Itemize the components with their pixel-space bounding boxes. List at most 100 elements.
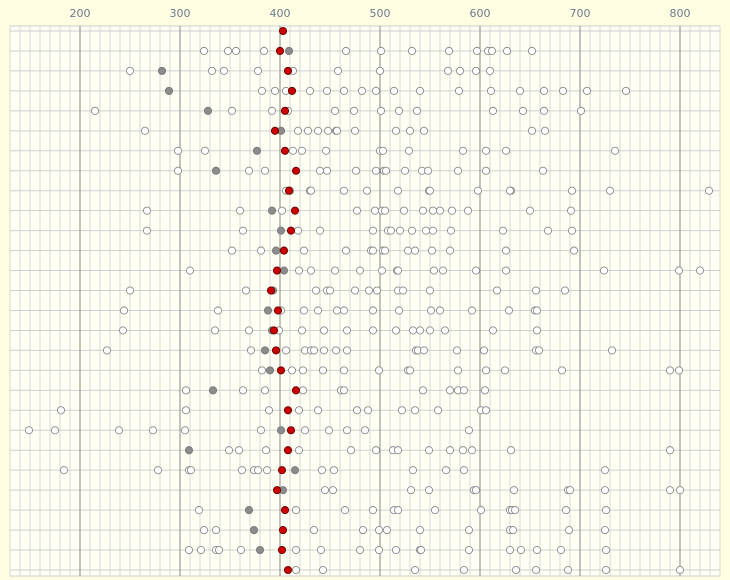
dot: [458, 446, 468, 455]
dot: [279, 266, 289, 275]
dot: [252, 146, 262, 155]
dot: [244, 166, 254, 175]
dot: [283, 66, 293, 75]
dot: [404, 146, 414, 155]
dot: [306, 186, 316, 195]
dot: [471, 266, 481, 275]
dot: [566, 206, 576, 215]
dot: [140, 126, 150, 135]
dot: [480, 386, 490, 395]
dot: [363, 406, 373, 415]
dot: [328, 486, 338, 495]
dot: [381, 166, 391, 175]
dot: [405, 126, 415, 135]
dot: [255, 545, 265, 555]
dot: [543, 226, 553, 235]
dot: [339, 386, 349, 395]
dot: [378, 146, 388, 155]
dot: [435, 306, 445, 315]
dot: [481, 166, 491, 175]
dot: [311, 286, 321, 295]
dot: [433, 406, 443, 415]
dot: [275, 46, 285, 56]
dot: [510, 506, 520, 515]
dot: [380, 206, 390, 215]
dot: [407, 46, 417, 56]
dot: [236, 545, 246, 555]
dot: [410, 246, 420, 255]
dot: [235, 206, 245, 215]
dot: [339, 86, 349, 95]
dot: [445, 246, 455, 255]
dot: [446, 226, 456, 235]
dot: [277, 206, 287, 215]
dot: [277, 545, 287, 555]
dot: [318, 565, 328, 575]
dot: [291, 565, 301, 575]
dot: [665, 446, 675, 455]
dot: [330, 106, 340, 115]
dot: [426, 306, 436, 315]
dot: [50, 426, 60, 435]
dot: [400, 166, 410, 175]
dot: [415, 526, 425, 535]
dot: [306, 266, 316, 275]
dot: [288, 146, 298, 155]
dot: [532, 545, 542, 555]
dot: [374, 526, 384, 535]
dot: [428, 206, 438, 215]
dot: [234, 446, 244, 455]
dot: [267, 106, 277, 115]
dot: [364, 286, 374, 295]
dot: [249, 526, 259, 535]
dot: [265, 366, 275, 375]
dot: [531, 286, 541, 295]
dot: [374, 545, 384, 555]
dot: [444, 46, 454, 56]
dot: [425, 326, 435, 335]
dot: [257, 366, 267, 375]
dot: [264, 406, 274, 415]
dot: [257, 86, 267, 95]
dot: [374, 366, 384, 375]
dot: [371, 166, 381, 175]
dot: [567, 186, 577, 195]
dot: [253, 466, 263, 475]
dot: [665, 366, 675, 375]
dot: [393, 266, 403, 275]
dot: [173, 166, 183, 175]
dot: [309, 526, 319, 535]
dot: [303, 126, 313, 135]
dot: [181, 386, 191, 395]
dot: [262, 466, 272, 475]
dot: [244, 506, 254, 515]
dot: [419, 126, 429, 135]
dot: [322, 166, 332, 175]
dot: [286, 226, 296, 235]
dot: [184, 545, 194, 555]
dot: [674, 266, 684, 275]
dot: [332, 126, 342, 135]
dot: [297, 326, 307, 335]
dot: [125, 286, 135, 295]
dot: [424, 446, 434, 455]
dot: [153, 466, 163, 475]
dot: [291, 386, 301, 395]
dot: [339, 366, 349, 375]
dot: [284, 186, 294, 195]
dot: [203, 106, 213, 115]
x-tick-label: 200: [70, 7, 91, 20]
dot: [408, 326, 418, 335]
dot: [186, 466, 196, 475]
x-tick-label: 800: [670, 7, 691, 20]
dot: [287, 366, 297, 375]
dot: [272, 486, 282, 495]
dot: [313, 126, 323, 135]
dot: [270, 126, 280, 135]
dot: [488, 326, 498, 335]
dot: [415, 86, 425, 95]
dot: [505, 545, 515, 555]
dot: [464, 526, 474, 535]
dot: [305, 86, 315, 95]
dot: [582, 86, 592, 95]
